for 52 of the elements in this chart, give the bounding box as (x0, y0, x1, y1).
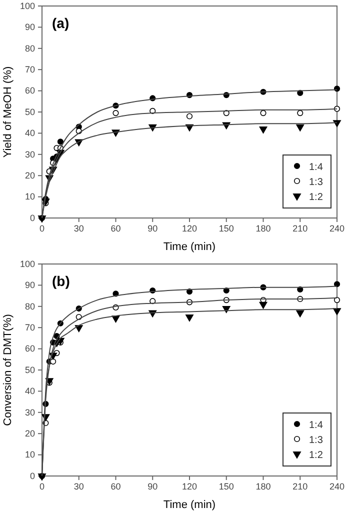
legend-label: 1:3 (309, 177, 324, 188)
y-tick-label: 20 (24, 170, 35, 180)
y-tick-label: 90 (24, 280, 35, 290)
legend-label: 1:4 (309, 162, 324, 173)
y-tick-label: 80 (24, 43, 35, 54)
legend-label: 1:3 (309, 435, 324, 446)
x-axis-title: Time (min) (163, 499, 216, 511)
y-tick-label: 90 (24, 22, 35, 32)
x-tick-label: 90 (148, 481, 158, 492)
y-tick-label: 10 (24, 450, 35, 460)
legend-label: 1:4 (309, 420, 324, 431)
y-tick-label: 50 (24, 364, 35, 375)
x-axis-title: Time (min) (163, 241, 216, 253)
x-tick-label: 0 (39, 223, 45, 234)
legend-label: 1:2 (309, 192, 324, 203)
y-tick-label: 100 (20, 0, 35, 11)
x-tick-label: 240 (329, 481, 345, 492)
x-tick-label: 60 (110, 223, 121, 234)
y-tick-label: 60 (24, 344, 35, 354)
y-tick-label: 30 (24, 149, 35, 160)
y-tick-label: 20 (24, 428, 35, 438)
y-tick-label: 80 (24, 301, 35, 312)
y-tick-label: 60 (24, 86, 35, 96)
y-tick-label: 40 (24, 386, 35, 396)
x-tick-label: 120 (182, 481, 198, 492)
x-tick-label: 90 (148, 223, 158, 234)
annotation: (a) (52, 15, 70, 31)
y-tick-label: 70 (24, 64, 35, 74)
x-tick-label: 150 (218, 481, 234, 492)
y-tick-label: 70 (24, 322, 35, 332)
y-tick-label: 100 (20, 258, 35, 269)
x-tick-label: 30 (74, 481, 84, 492)
x-tick-label: 0 (39, 481, 45, 492)
x-tick-label: 30 (74, 223, 84, 234)
y-tick-label: 30 (24, 407, 35, 418)
x-tick-label: 150 (218, 223, 234, 234)
y-tick-label: 50 (24, 106, 35, 117)
y-tick-label: 0 (30, 470, 35, 481)
x-tick-label: 210 (292, 481, 308, 492)
y-axis-title: Conversion of DMT(%) (2, 314, 14, 426)
x-tick-label: 180 (256, 223, 271, 234)
y-axis-title: Yield of MeOH (%) (2, 66, 14, 158)
x-tick-label: 240 (329, 223, 345, 234)
x-tick-label: 180 (256, 481, 271, 492)
x-tick-label: 120 (182, 223, 198, 234)
legend-label: 1:2 (309, 450, 324, 461)
y-tick-label: 0 (30, 212, 35, 223)
x-tick-label: 60 (110, 481, 121, 492)
x-tick-label: 210 (292, 223, 308, 234)
y-tick-label: 10 (24, 192, 35, 202)
annotation: (b) (52, 273, 70, 289)
y-tick-label: 40 (24, 128, 35, 138)
